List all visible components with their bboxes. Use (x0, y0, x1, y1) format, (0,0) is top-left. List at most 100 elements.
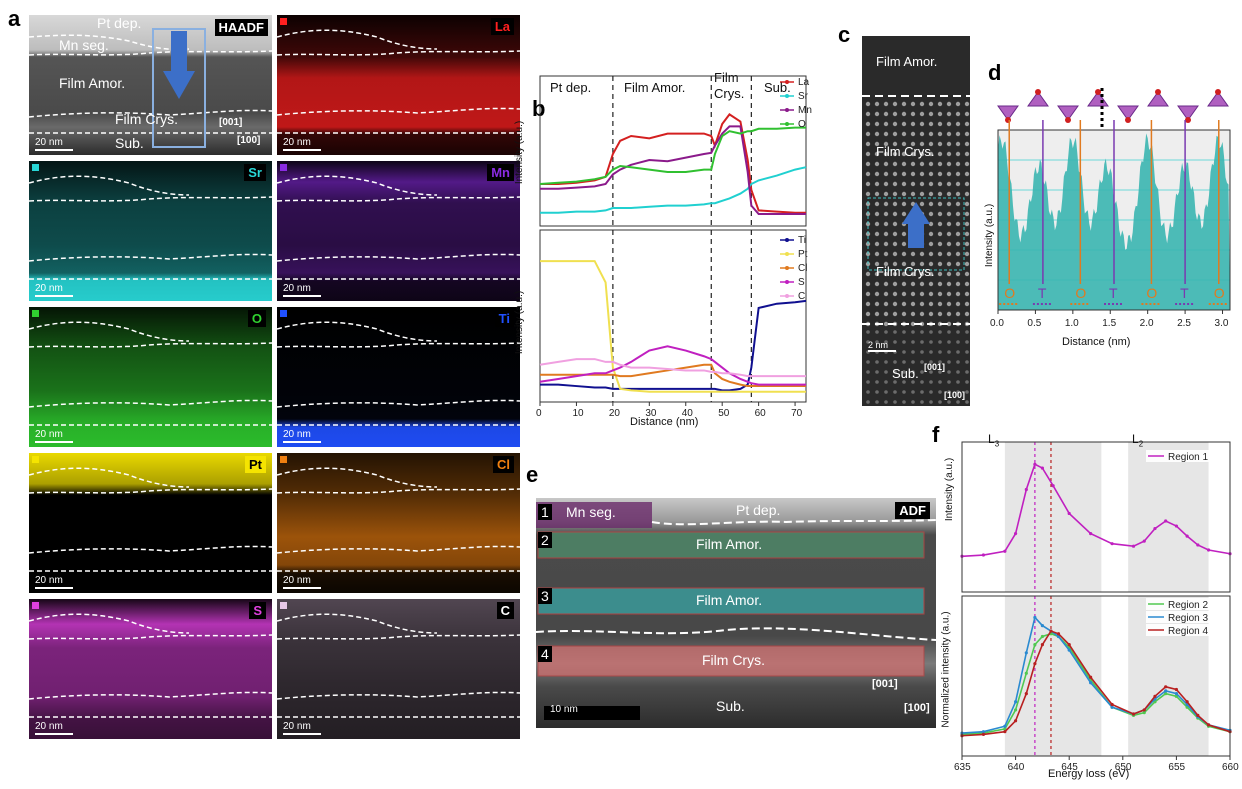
atom-column (947, 370, 951, 374)
b-legend-o: O (798, 119, 806, 130)
e-region-3-label: Film Amor. (696, 592, 763, 608)
f-data-point (1040, 466, 1044, 470)
atom-column (946, 311, 952, 317)
atom-column (910, 251, 916, 257)
f-L3-window (1004, 442, 1102, 592)
d-site-label-t: T (1038, 285, 1047, 301)
chart-b-svg: La Sr Mn O Ti Pt Cl SC 0 10 20 30 40 50 60 70 (536, 75, 812, 419)
atom-column (955, 131, 961, 137)
atom-column (946, 101, 952, 107)
atom-column (892, 301, 898, 307)
atom-column (865, 311, 871, 317)
element-label-s: S (249, 602, 266, 619)
atom-column (965, 400, 969, 404)
oxygen-atom (1035, 89, 1041, 95)
b-legend-dot (785, 280, 789, 284)
mn-seg-label: Mn seg. (59, 37, 109, 53)
atom-column (919, 291, 925, 297)
panel-f: Region 1 Region 2 Region 3 Region 4 635 640 64… (940, 424, 1240, 784)
atom-column (964, 201, 970, 207)
atom-column (911, 360, 915, 364)
panel-d: O T O T O T O 0.0 0.5 1.0 1.5 2.0 2.5 3.0 Intensity (… (980, 80, 1240, 360)
atom-column (964, 171, 970, 177)
atom-column (874, 201, 880, 207)
atom-column (892, 151, 898, 157)
atom-column (919, 141, 925, 147)
atom-column (928, 181, 934, 187)
e-dir-001: [001] (872, 678, 898, 690)
atom-column (928, 101, 934, 107)
scalebar-bar (35, 441, 73, 443)
f-data-point (1142, 711, 1146, 715)
atom-column (964, 161, 970, 167)
atom-column (937, 121, 943, 127)
atom-column (964, 311, 970, 317)
atom-column (938, 350, 942, 354)
atom-column (946, 161, 952, 167)
c-selection-box (867, 197, 965, 271)
atom-column (911, 370, 915, 374)
atom-column (892, 191, 898, 197)
dir-001-label: [001] (219, 117, 243, 128)
element-label-cl: Cl (493, 456, 514, 473)
atom-column (928, 291, 934, 297)
eds-map-c: C 20 nm (276, 598, 521, 740)
atom-column (929, 380, 933, 384)
film-amor-label: Film Amor. (59, 75, 126, 91)
atom-column (910, 141, 916, 147)
e-region-2-label: Film Amor. (696, 536, 763, 552)
b-legend-cl: Cl (798, 263, 807, 274)
f-data-point (1033, 662, 1037, 666)
atom-column (946, 191, 952, 197)
atom-column (892, 141, 898, 147)
atom-column (910, 151, 916, 157)
atom-column (946, 281, 952, 287)
f-data-point (1033, 643, 1037, 647)
element-label-o: O (247, 310, 266, 327)
atom-column (928, 261, 934, 267)
element-swatch (280, 18, 287, 25)
atom-column (955, 181, 961, 187)
atom-column (955, 211, 961, 217)
f-legend-region-1: Region 1 (1168, 452, 1208, 463)
atom-column (883, 111, 889, 117)
atom-column (883, 101, 889, 107)
f-data-point (1014, 708, 1018, 712)
atom-column (919, 301, 925, 307)
b-legend-sr: Sr (798, 91, 809, 102)
atom-column (955, 271, 961, 277)
e-region-2-num: 2 (538, 532, 552, 548)
atom-column (947, 400, 951, 404)
atom-column (928, 211, 934, 217)
polyhedron (1027, 91, 1049, 107)
atom-column (874, 251, 880, 257)
element-swatch (32, 602, 39, 609)
atom-column (937, 151, 943, 157)
f-data-point (1049, 629, 1053, 633)
atom-column (947, 330, 951, 334)
atom-column (883, 281, 889, 287)
atom-column (955, 231, 961, 237)
atom-column (865, 131, 871, 137)
atom-column (919, 111, 925, 117)
atom-column (865, 301, 871, 307)
atom-column (929, 370, 933, 374)
atom-column (874, 291, 880, 297)
oxygen-atom (1095, 89, 1101, 95)
atom-column (865, 101, 871, 107)
atom-column (883, 131, 889, 137)
b-legend-dot (785, 80, 789, 84)
atom-column (911, 400, 915, 404)
eds-map-sr: Sr 20 nm (28, 160, 273, 302)
atom-column (901, 241, 907, 247)
f-data-point (1014, 532, 1018, 536)
atom-column (938, 400, 942, 404)
atom-column (964, 111, 970, 117)
atom-column (865, 121, 871, 127)
b-xtick-label: 30 (645, 408, 657, 419)
atom-column (901, 191, 907, 197)
scalebar-text: 20 nm (283, 429, 311, 440)
f-data-point (1196, 543, 1200, 547)
f-series-region-1 (961, 463, 1231, 558)
b-series-pt (540, 260, 806, 393)
